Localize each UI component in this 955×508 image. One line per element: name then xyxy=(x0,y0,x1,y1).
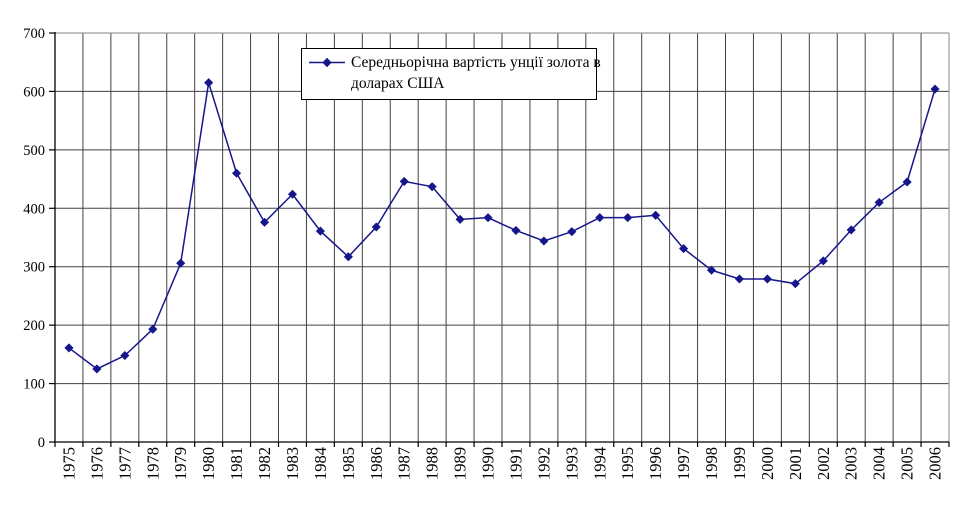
y-axis-tick-label: 700 xyxy=(23,26,45,42)
data-point-1999 xyxy=(734,274,745,284)
x-axis-tick-label: 1997 xyxy=(674,447,693,480)
x-axis-tick-label: 1982 xyxy=(255,447,274,480)
x-axis-tick-label: 1995 xyxy=(618,447,637,480)
data-point-1997 xyxy=(678,243,689,254)
legend-line-diamond-icon xyxy=(309,57,345,68)
data-point-2003 xyxy=(846,225,856,235)
x-axis-tick-label: 1988 xyxy=(423,447,442,480)
data-point-1994 xyxy=(595,212,605,223)
data-point-1987 xyxy=(399,176,409,187)
x-axis-tick-label: 2000 xyxy=(758,447,777,480)
data-point-1993 xyxy=(567,227,577,237)
x-axis-tick-label: 1975 xyxy=(59,447,78,480)
y-axis-tick-label: 200 xyxy=(23,318,45,334)
x-axis-tick-label: 1981 xyxy=(227,447,246,480)
data-point-1984 xyxy=(315,226,326,236)
x-axis-tick-label: 1978 xyxy=(143,447,162,480)
x-axis-tick-label: 1992 xyxy=(534,447,553,480)
x-axis-tick-label: 1987 xyxy=(395,447,414,480)
x-axis-tick-label: 2004 xyxy=(870,447,889,480)
x-axis-tick-label: 1989 xyxy=(451,447,470,480)
data-point-1975 xyxy=(64,343,74,353)
legend-label-line-1: Середньорічна вартість унції золота в xyxy=(351,54,601,71)
x-axis-tick-label: 1979 xyxy=(171,447,190,480)
data-point-1998 xyxy=(706,265,717,275)
x-axis-tick-label: 2001 xyxy=(786,447,805,480)
data-point-1988 xyxy=(427,182,437,192)
x-axis-tick-label: 1977 xyxy=(115,447,134,480)
x-axis-tick-label: 2003 xyxy=(842,447,861,480)
data-point-2002 xyxy=(818,256,828,266)
data-point-1976 xyxy=(92,364,102,374)
y-axis-tick-label: 0 xyxy=(38,435,45,451)
data-point-1977 xyxy=(120,350,130,361)
data-point-1996 xyxy=(651,210,661,220)
data-point-1990 xyxy=(483,212,493,223)
y-axis-tick-label: 100 xyxy=(23,377,45,393)
x-axis-tick-label: 1984 xyxy=(311,447,330,480)
data-point-1992 xyxy=(539,236,549,246)
data-point-1982 xyxy=(259,217,270,227)
data-point-1981 xyxy=(231,168,242,178)
data-point-1995 xyxy=(623,212,633,223)
x-axis-tick-label: 1991 xyxy=(506,447,525,480)
x-axis-tick-label: 1985 xyxy=(339,447,358,480)
data-point-2004 xyxy=(874,197,884,208)
x-axis-tick-label: 1999 xyxy=(730,447,749,480)
data-point-1986 xyxy=(371,222,381,232)
data-point-2005 xyxy=(902,177,912,187)
x-axis-tick-label: 1990 xyxy=(479,447,498,480)
data-point-2001 xyxy=(790,279,800,289)
x-axis-tick-label: 1980 xyxy=(199,447,218,480)
gold-price-line xyxy=(68,82,936,370)
y-axis-tick-label: 400 xyxy=(23,201,45,217)
data-point-1985 xyxy=(343,252,353,262)
x-axis-tick-label: 1976 xyxy=(87,447,106,480)
data-point-1980 xyxy=(204,78,214,88)
x-axis-tick-label: 2006 xyxy=(926,447,945,480)
legend: Середньорічна вартість унції золота в до… xyxy=(301,48,601,100)
data-point-1978 xyxy=(148,324,158,334)
legend-label: Середньорічна вартість унції золота в до… xyxy=(351,52,601,94)
data-point-2006 xyxy=(930,84,940,94)
legend-label-line-2: доларах США xyxy=(351,75,445,92)
data-point-1983 xyxy=(287,189,298,199)
x-axis-tick-label: 1986 xyxy=(367,447,386,480)
data-point-1979 xyxy=(176,258,186,268)
y-axis-tick-label: 600 xyxy=(23,84,45,100)
x-axis-tick-label: 2005 xyxy=(898,447,917,480)
data-point-1991 xyxy=(511,225,521,236)
x-axis-tick-label: 1993 xyxy=(562,447,581,480)
data-point-1989 xyxy=(455,214,465,225)
y-axis-tick-label: 300 xyxy=(23,260,45,276)
data-point-2000 xyxy=(762,274,773,284)
x-axis-tick-label: 1983 xyxy=(283,447,302,480)
x-axis-tick-label: 1998 xyxy=(702,447,721,480)
x-axis-tick-label: 1996 xyxy=(646,447,665,480)
x-axis-tick-label: 1994 xyxy=(590,447,609,480)
y-axis-tick-label: 500 xyxy=(23,143,45,159)
x-axis-tick-label: 2002 xyxy=(814,447,833,480)
